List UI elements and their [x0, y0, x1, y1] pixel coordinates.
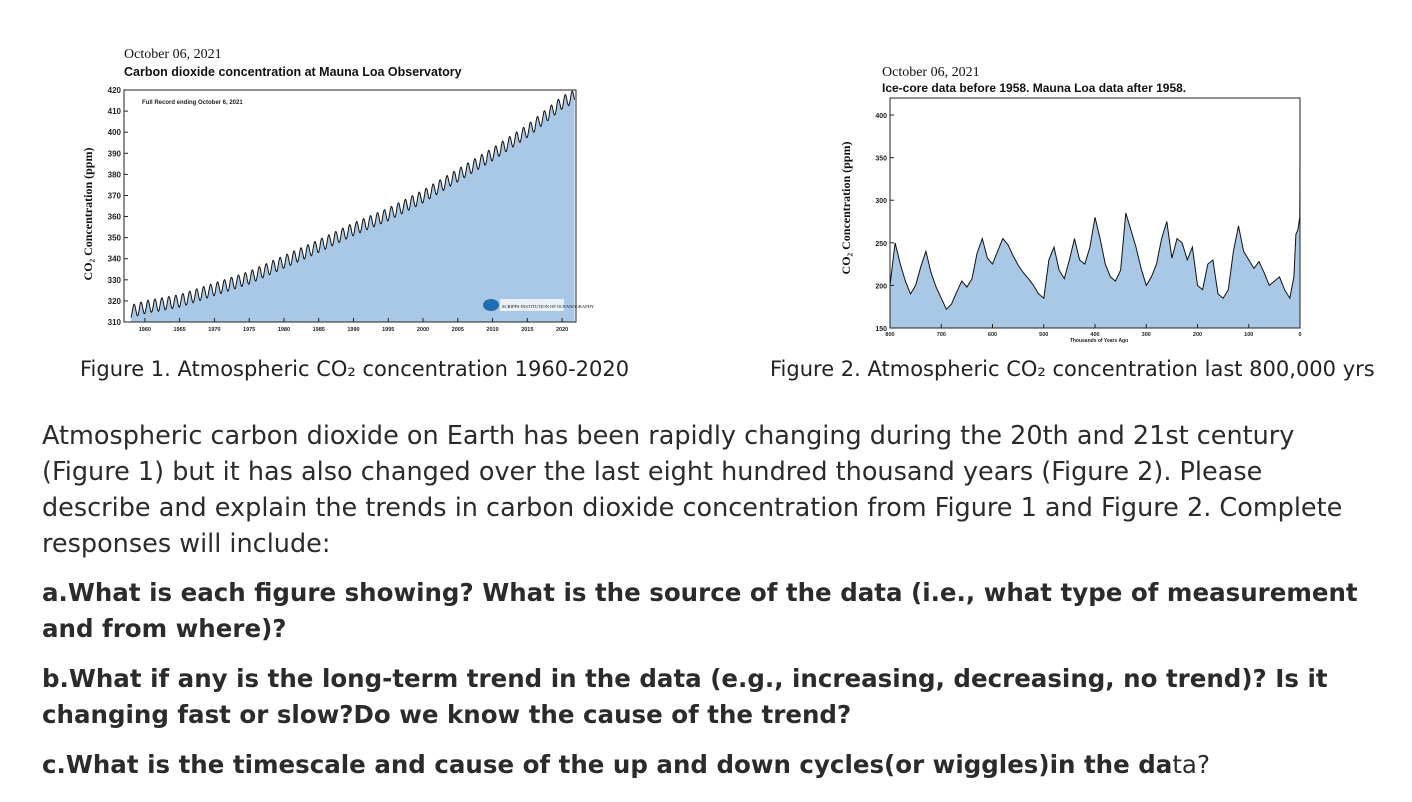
chart1-frame: [123, 89, 577, 323]
figure-2-caption: Figure 2. Atmospheric CO₂ concentration …: [770, 357, 1375, 381]
chart1-xtick-label: 2010: [486, 327, 498, 333]
chart1-xtick-label: 2020: [556, 327, 568, 333]
chart2-ytick-label: 300: [875, 198, 887, 205]
question-c-bold: c.What is the timescale and cause of the…: [42, 750, 1173, 779]
chart1-ytick-label: 380: [108, 170, 122, 179]
question-b: b.What if any is the long-term trend in …: [42, 664, 1328, 729]
chart2-xtick-label: 0: [1298, 332, 1301, 338]
chart1-xtick-label: 1995: [382, 327, 394, 333]
chart1-xtick-label: 1975: [243, 327, 255, 333]
chart2-ytick-label: 250: [875, 241, 887, 248]
chart1-ytick-label: 350: [108, 234, 122, 243]
chart2-date: October 06, 2021: [882, 65, 980, 80]
chart1-xtick-label: 1970: [208, 327, 220, 333]
prompt-intro: Atmospheric carbon dioxide on Earth has …: [42, 421, 1343, 559]
question-c-plain: ta?: [1172, 750, 1210, 779]
chart1-title: Carbon dioxide concentration at Mauna Lo…: [124, 65, 462, 79]
chart1-ylabel: CO₂ Concentration (ppm): [81, 148, 95, 281]
scripps-logo: SCRIPPS INSTITUTION OF OCEANOGRAPHY: [483, 299, 595, 311]
chart1-xtick-label: 2005: [452, 327, 464, 333]
chart2-ytick-label: 150: [875, 326, 887, 333]
chart1-ytick-label: 370: [108, 191, 122, 200]
chart2-ytick-label: 350: [875, 156, 887, 163]
chart1-ytick-label: 340: [108, 255, 122, 264]
chart1-xtick-label: 2015: [521, 327, 533, 333]
chart1-ytick-label: 360: [108, 213, 122, 222]
chart1-ytick-label: 420: [108, 86, 122, 95]
question-a: a.What is each figure showing? What is t…: [42, 578, 1358, 643]
chart2-xtick-label: 100: [1244, 332, 1253, 338]
chart1-xtick-label: 1965: [174, 327, 186, 333]
chart1-date: October 06, 2021: [124, 47, 222, 62]
chart1-xtick-label: 1990: [347, 327, 359, 333]
chart1-ytick-label: 320: [108, 297, 122, 306]
chart1-subtitle: Full Record ending October 6, 2021: [142, 100, 243, 106]
chart2-xlabel: Thousands of Years Ago: [1070, 338, 1128, 344]
chart1-xtick-label: 2000: [417, 327, 429, 333]
chart1-line: [130, 90, 576, 318]
chart2-xtick-label: 700: [937, 332, 946, 338]
chart1-ytick-label: 330: [108, 276, 122, 285]
chart2-line: [889, 106, 1301, 311]
scripps-logo-text: SCRIPPS INSTITUTION OF OCEANOGRAPHY: [502, 304, 595, 309]
chart1-ytick-label: 390: [108, 149, 122, 158]
figure-1-caption: Figure 1. Atmospheric CO₂ concentration …: [80, 357, 630, 381]
chart1-xtick-label: 1980: [278, 327, 290, 333]
chart2-xtick-label: 800: [885, 332, 894, 338]
chart-ice-core: October 06, 2021 Ice-core data before 19…: [839, 65, 1302, 344]
chart2-xtick-label: 200: [1193, 332, 1202, 338]
chart2-xtick-label: 300: [1142, 332, 1151, 338]
chart2-ytick-label: 400: [875, 113, 887, 120]
chart1-ytick-label: 410: [108, 107, 122, 116]
chart1-xtick-label: 1960: [139, 327, 151, 333]
chart2-ytick-label: 200: [875, 283, 887, 290]
chart2-title: Ice-core data before 1958. Mauna Loa dat…: [882, 81, 1186, 95]
question-c: c.What is the timescale and cause of the…: [42, 747, 1372, 783]
chart-mauna-loa: October 06, 2021 Carbon dioxide concentr…: [81, 47, 595, 333]
chart2-xtick-label: 400: [1090, 332, 1099, 338]
chart1-ytick-label: 400: [108, 128, 122, 137]
chart2-xtick-label: 500: [1039, 332, 1048, 338]
chart2-ylabel: CO₂ Concentration (ppm): [839, 142, 853, 275]
chart1-area: [130, 91, 575, 322]
chart2-xtick-label: 600: [988, 332, 997, 338]
chart1-xtick-label: 1985: [313, 327, 325, 333]
chart1-ytick-label: 310: [108, 318, 122, 327]
chart2-area: [890, 106, 1300, 328]
